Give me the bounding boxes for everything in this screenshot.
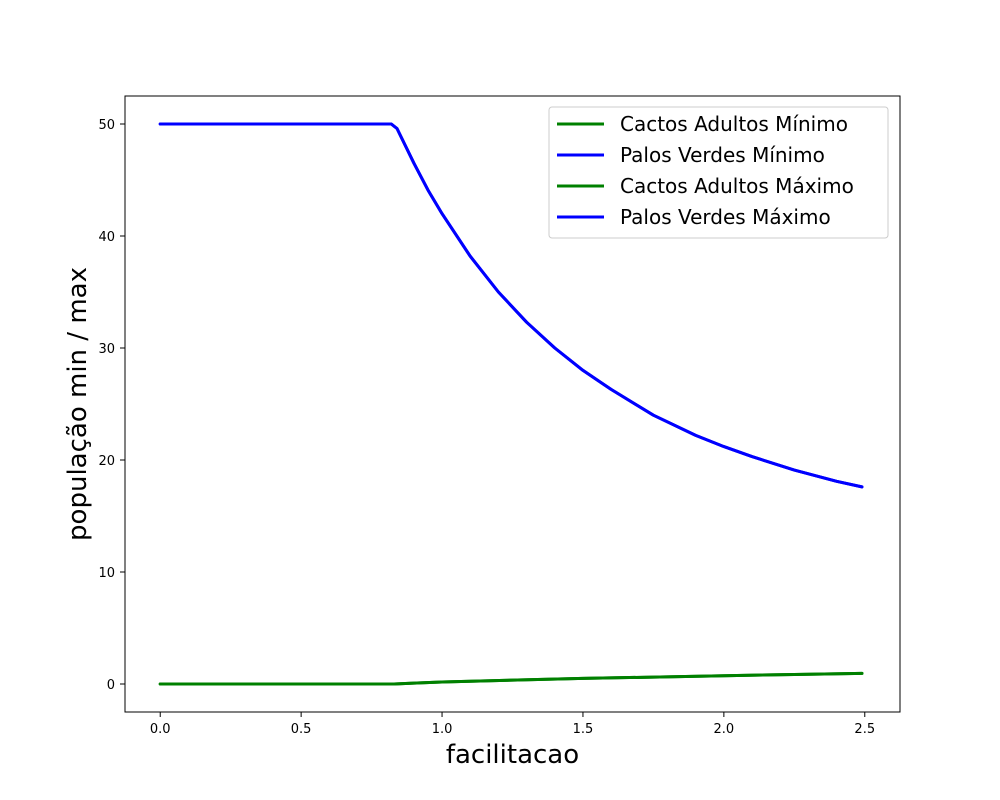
y-axis-label: população min / max bbox=[63, 267, 93, 541]
y-tick-label: 0 bbox=[107, 678, 115, 693]
y-tick-label: 20 bbox=[98, 454, 115, 469]
legend: Cactos Adultos Mínimo Palos Verdes Mínimo… bbox=[548, 106, 889, 239]
series-line-2 bbox=[158, 671, 864, 686]
x-tick-label: 0.5 bbox=[291, 722, 312, 737]
y-tick-label: 30 bbox=[98, 342, 115, 357]
y-tick-label: 50 bbox=[98, 118, 115, 133]
x-axis-ticks: 0.0 0.5 1.0 1.5 2.0 2.5 bbox=[150, 712, 875, 737]
axes-frame bbox=[124, 95, 901, 713]
x-tick-label: 2.5 bbox=[854, 722, 875, 737]
series-line-3 bbox=[158, 122, 864, 489]
y-axis-ticks: 0 10 20 30 40 50 bbox=[98, 118, 125, 693]
legend-label: Palos Verdes Mínimo bbox=[620, 143, 825, 167]
legend-box bbox=[548, 106, 889, 239]
plot-area bbox=[124, 95, 901, 713]
legend-label: Cactos Adultos Mínimo bbox=[620, 112, 848, 136]
x-axis-label: facilitacao bbox=[446, 740, 579, 770]
y-tick-label: 40 bbox=[98, 230, 115, 245]
x-tick-label: 1.0 bbox=[432, 722, 453, 737]
x-tick-label: 1.5 bbox=[573, 722, 594, 737]
y-tick-label: 10 bbox=[98, 566, 115, 581]
legend-label: Cactos Adultos Máximo bbox=[620, 174, 854, 198]
x-tick-label: 0.0 bbox=[150, 722, 171, 737]
x-tick-label: 2.0 bbox=[714, 722, 735, 737]
legend-label: Palos Verdes Máximo bbox=[620, 205, 831, 229]
